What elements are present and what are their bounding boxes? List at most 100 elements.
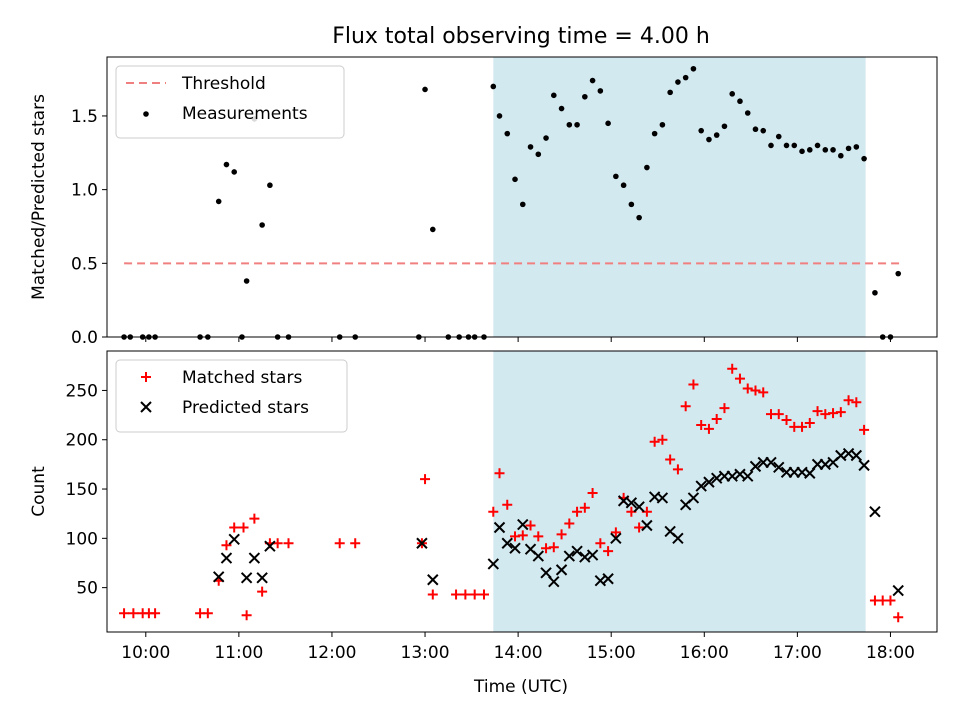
data-point bbox=[711, 414, 722, 425]
data-point bbox=[758, 387, 769, 398]
legend-box bbox=[115, 65, 345, 139]
axes-frame bbox=[106, 350, 938, 633]
data-point bbox=[651, 130, 658, 137]
data-point bbox=[742, 383, 753, 394]
x-tick-label: 13:00 bbox=[401, 643, 450, 663]
legend-label: Predicted stars bbox=[182, 398, 309, 418]
data-point bbox=[571, 545, 583, 557]
data-point bbox=[850, 449, 863, 462]
data-point bbox=[212, 571, 225, 583]
data-point bbox=[517, 518, 529, 531]
data-point bbox=[582, 93, 588, 100]
data-point bbox=[869, 506, 881, 518]
data-point bbox=[690, 65, 697, 72]
data-point bbox=[602, 573, 614, 585]
data-point bbox=[535, 151, 542, 158]
data-point bbox=[517, 530, 528, 541]
data-point bbox=[527, 144, 534, 150]
data-point bbox=[750, 385, 761, 396]
data-point bbox=[555, 564, 568, 576]
data-point bbox=[572, 506, 583, 517]
data-point bbox=[885, 595, 896, 606]
legend-label: Matched stars bbox=[182, 368, 302, 388]
y-tick-label: 0.5 bbox=[71, 254, 98, 274]
data-point bbox=[150, 608, 161, 619]
data-point bbox=[595, 538, 606, 549]
data-point bbox=[512, 176, 518, 183]
data-point bbox=[737, 98, 743, 105]
bottom-panel: 50 100 150 200 250 10:00 11:00 12:00 13:00 14:00 1… bbox=[29, 350, 938, 663]
legend-label: Measurements bbox=[182, 104, 308, 124]
data-point bbox=[469, 589, 480, 600]
data-point bbox=[667, 89, 673, 96]
data-point bbox=[672, 532, 684, 545]
data-point bbox=[558, 105, 565, 112]
data-point bbox=[814, 142, 821, 149]
data-point bbox=[256, 572, 268, 584]
legend-swatch bbox=[143, 111, 149, 117]
data-point bbox=[845, 145, 852, 152]
data-point bbox=[220, 552, 233, 564]
data-point bbox=[773, 461, 785, 474]
legend-swatch bbox=[141, 372, 151, 382]
data-point bbox=[548, 576, 560, 588]
observing-window-span bbox=[493, 57, 866, 337]
data-point bbox=[713, 132, 720, 138]
data-point bbox=[566, 121, 573, 128]
data-point bbox=[587, 487, 598, 498]
data-point bbox=[760, 127, 767, 134]
data-point bbox=[509, 542, 521, 554]
data-point bbox=[773, 409, 784, 420]
data-point bbox=[267, 182, 273, 189]
data-point bbox=[721, 123, 728, 130]
axes-frame bbox=[106, 56, 938, 338]
data-point bbox=[765, 456, 777, 469]
data-point bbox=[696, 419, 707, 430]
data-point bbox=[610, 527, 621, 538]
data-point bbox=[478, 589, 489, 600]
data-point bbox=[687, 492, 700, 504]
data-point bbox=[835, 407, 846, 418]
data-point bbox=[703, 423, 714, 434]
data-point bbox=[502, 499, 513, 510]
data-point bbox=[812, 406, 823, 417]
data-point bbox=[416, 537, 428, 549]
data-point bbox=[892, 584, 904, 597]
x-tick-label: 10:00 bbox=[121, 643, 170, 663]
data-point bbox=[641, 519, 653, 532]
legend: Matched stars Predicted stars bbox=[115, 359, 348, 433]
legend-swatch bbox=[140, 401, 152, 413]
x-tick-label: 18:00 bbox=[866, 643, 915, 663]
legend-box bbox=[115, 359, 348, 433]
data-point bbox=[490, 83, 497, 90]
data-point bbox=[221, 540, 232, 551]
y-axis-label: Count bbox=[29, 466, 49, 517]
x-tick-label: 11:00 bbox=[214, 643, 263, 663]
data-point bbox=[672, 464, 683, 475]
data-point bbox=[895, 270, 902, 277]
data-point bbox=[797, 421, 808, 432]
y-axis-label: Matched/Predicted stars bbox=[29, 94, 49, 300]
y-tick-label: 150 bbox=[66, 480, 98, 500]
data-point bbox=[851, 397, 862, 408]
data-point bbox=[768, 142, 774, 149]
data-point bbox=[420, 474, 431, 485]
data-point bbox=[597, 88, 604, 94]
data-point bbox=[822, 147, 829, 153]
y-tick-label: 1.5 bbox=[71, 107, 98, 127]
data-point bbox=[859, 424, 870, 435]
data-point bbox=[613, 173, 619, 180]
data-point bbox=[493, 521, 506, 534]
data-point bbox=[427, 574, 439, 586]
data-point bbox=[257, 586, 268, 597]
x-axis-label: Time (UTC) bbox=[473, 677, 568, 697]
data-point bbox=[519, 201, 526, 208]
data-point bbox=[893, 612, 904, 623]
data-point bbox=[727, 363, 738, 374]
data-point bbox=[556, 529, 567, 540]
data-point bbox=[603, 546, 614, 557]
data-point bbox=[494, 468, 505, 479]
data-point bbox=[231, 169, 238, 175]
data-point bbox=[334, 538, 345, 549]
